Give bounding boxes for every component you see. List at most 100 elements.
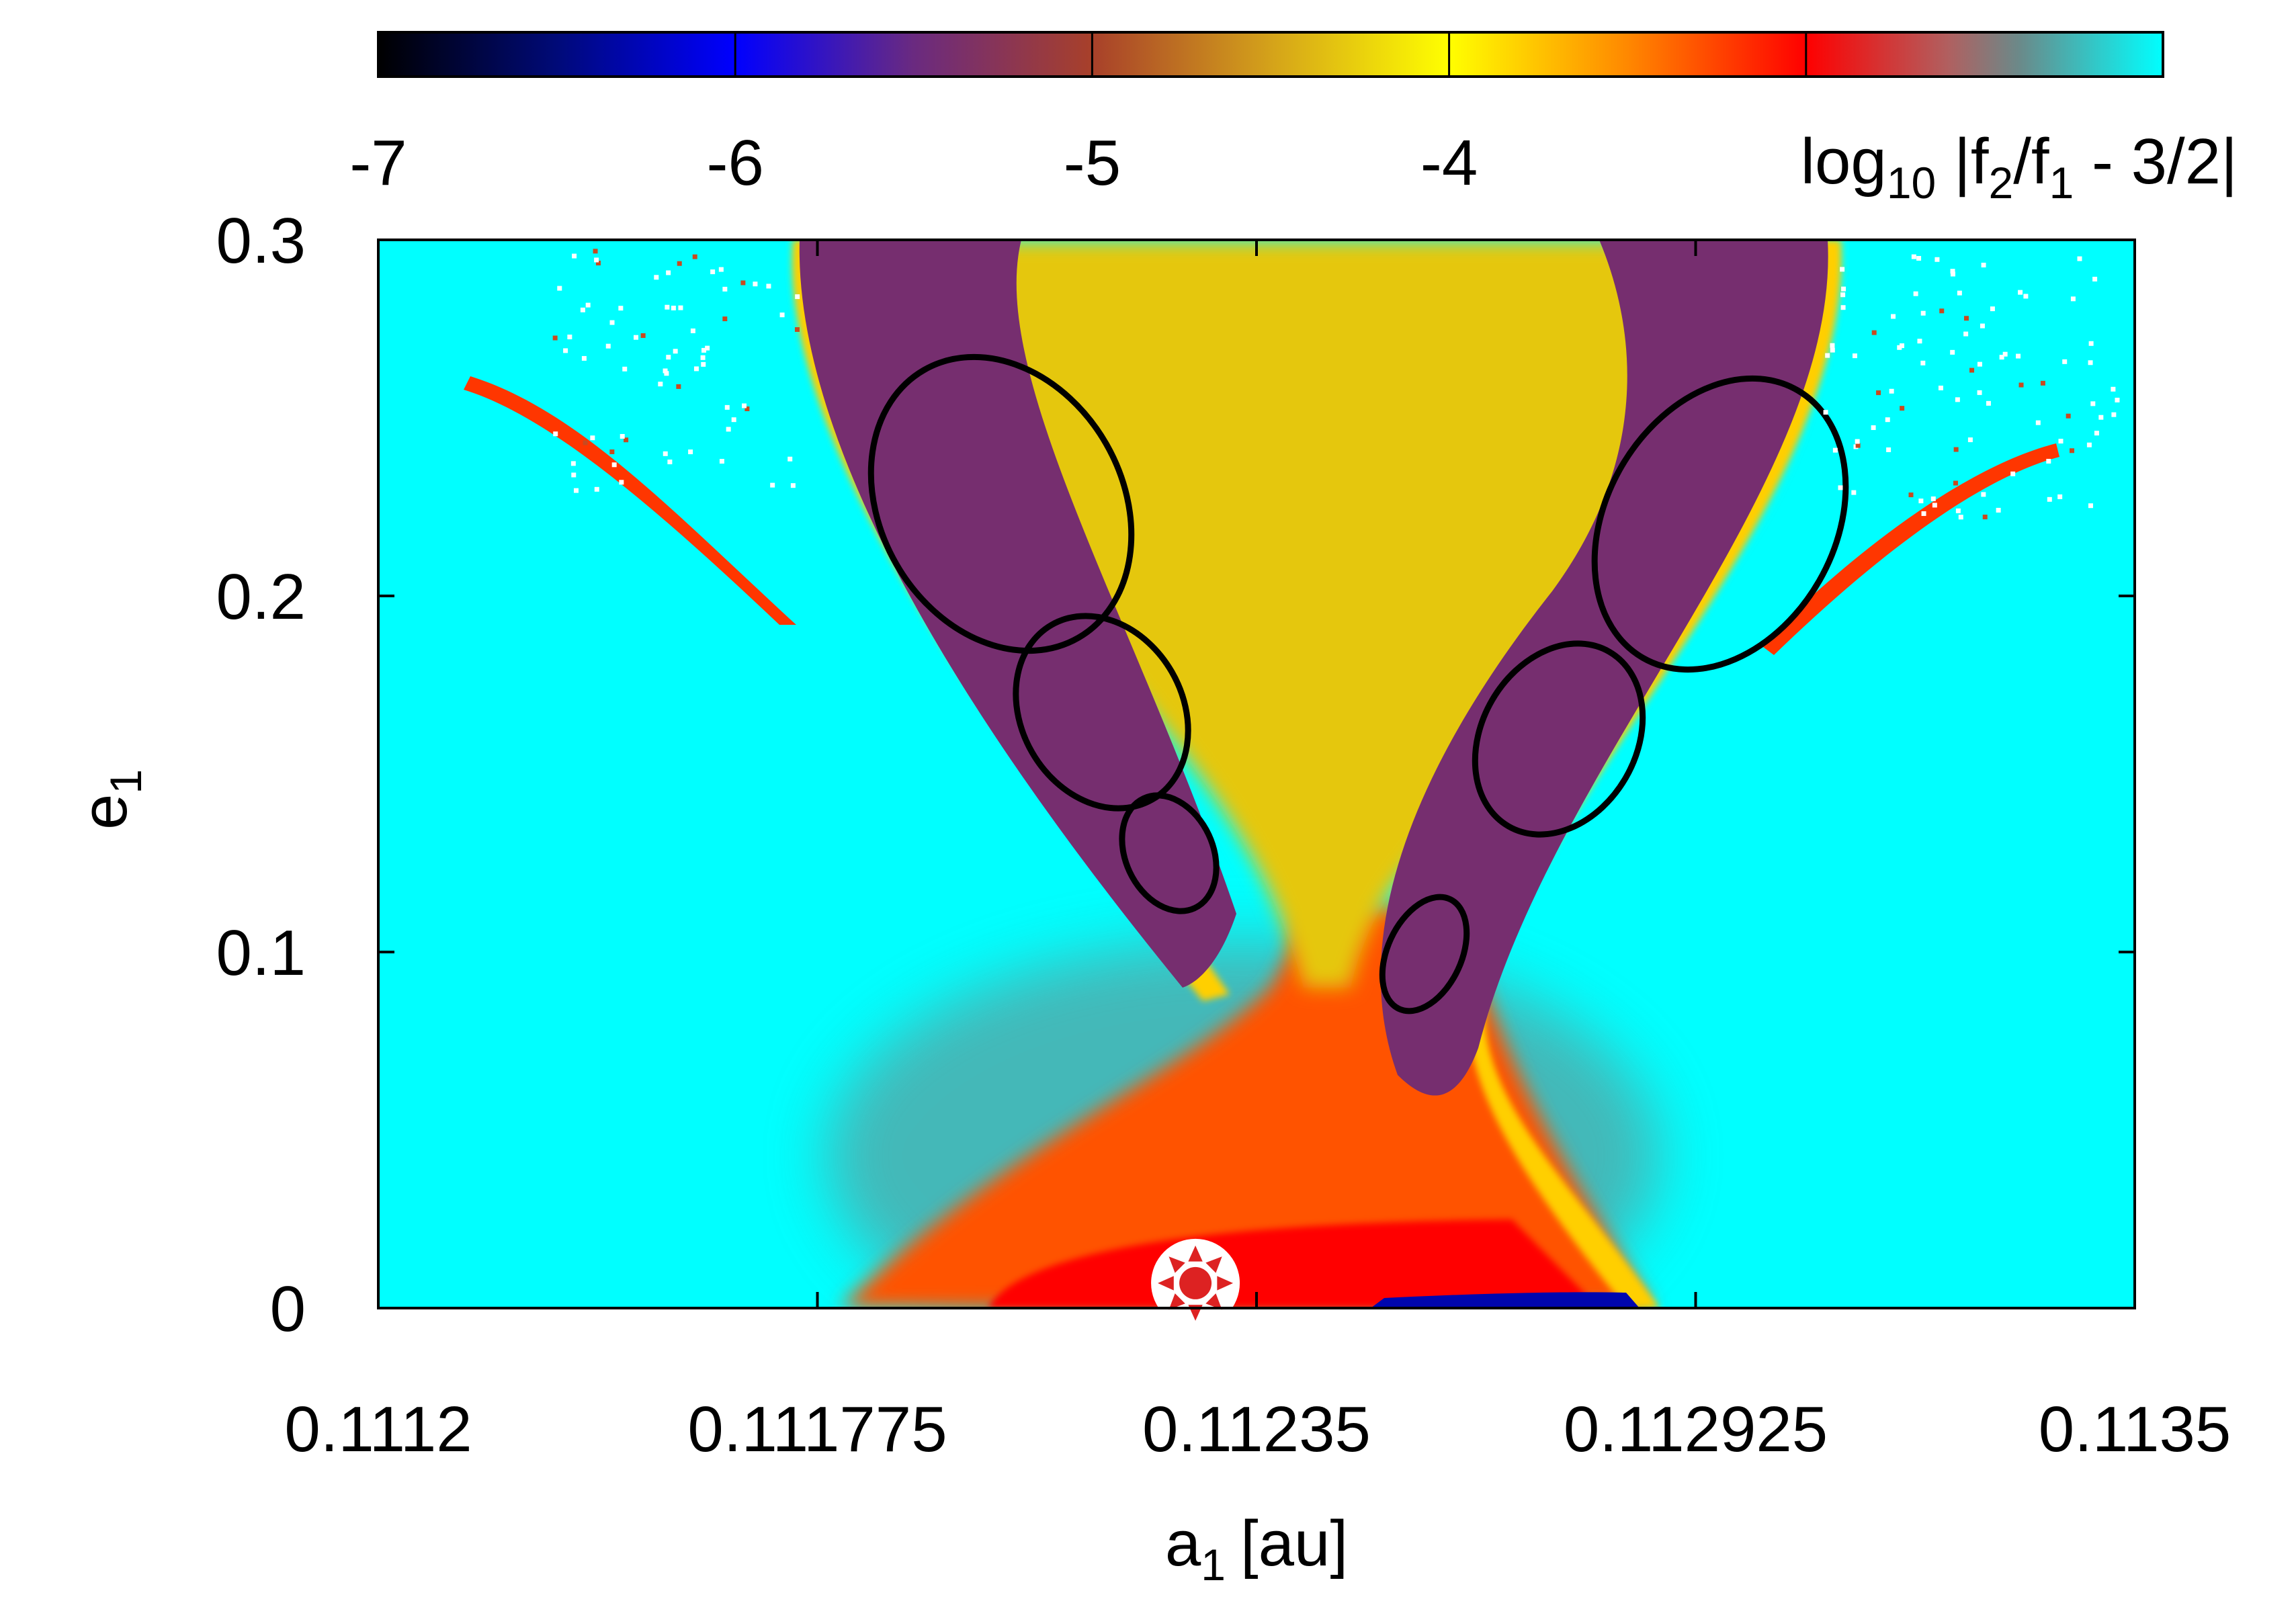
scatter-dot <box>724 404 730 410</box>
scatter-dot <box>2018 382 2024 388</box>
colorbar-label: log10 |f2/f1 - 3/2| <box>1801 126 2238 208</box>
marker-ray <box>1158 1276 1174 1291</box>
scatter-dot <box>2077 256 2082 261</box>
colorbar-tick-label: -4 <box>1420 127 1478 199</box>
scatter-dot <box>2035 420 2041 425</box>
scatter-dot <box>1855 439 1860 444</box>
scatter-dot <box>1932 503 1937 508</box>
scatter-dot <box>1982 514 1988 519</box>
scatter-dot <box>1871 425 1876 431</box>
scatter-dot <box>1930 496 1936 501</box>
scatter-dot <box>1830 347 1835 353</box>
scatter-dot <box>2002 351 2008 357</box>
marker-ray <box>1188 1245 1203 1262</box>
scatter-dot <box>794 327 800 332</box>
scatter-dot <box>557 286 562 291</box>
scatter-dot <box>1996 507 2001 513</box>
scatter-dot <box>1990 306 1995 312</box>
scatter-dot <box>688 449 693 455</box>
scatter-dot <box>701 347 706 353</box>
scatter-dot <box>1825 353 1830 358</box>
y-tick-label: 0.3 <box>216 205 306 277</box>
scatter-dot <box>667 460 673 465</box>
scatter-dot <box>658 382 663 387</box>
scatter-dot <box>1908 492 1914 498</box>
scatter-dot <box>2092 276 2098 282</box>
scatter-dot <box>1913 291 1918 296</box>
scatter-dot <box>1886 447 1891 452</box>
scatter-dot <box>1832 447 1838 453</box>
colorbar-tick-label: -5 <box>1064 127 1121 199</box>
scatter-dot <box>722 286 728 292</box>
scatter-dot <box>1916 256 1922 261</box>
scatter-dot <box>2057 494 2063 499</box>
sun-marker-icon <box>1151 1238 1240 1328</box>
scatter-dot <box>2066 413 2071 419</box>
scatter-dot <box>2010 471 2016 476</box>
scatter-dot <box>580 307 585 312</box>
scatter-dot <box>2086 442 2092 447</box>
colorbar: -7 -6 -5 -4 log10 |f2/f1 - 3/2| <box>349 31 2238 208</box>
scatter-dot <box>766 284 771 289</box>
scatter-dot <box>1841 286 1846 292</box>
scatter-dot <box>745 406 750 412</box>
x-tick-label: 0.1112 <box>284 1393 472 1465</box>
scatter-dot <box>619 480 624 485</box>
scatter-dot <box>2047 496 2052 502</box>
scatter-dot <box>1957 290 1962 296</box>
scatter-dot <box>2088 360 2093 365</box>
scatter-dot <box>1964 316 1969 321</box>
scatter-dot <box>1918 499 1924 504</box>
scatter-dot <box>1958 515 1963 520</box>
bottom-dark-strip <box>1371 1292 1640 1308</box>
scatter-dot <box>779 312 785 318</box>
colorbar-tick-label: -6 <box>707 127 764 199</box>
scatter-dot <box>1823 410 1828 415</box>
scatter-dot <box>666 270 671 275</box>
scatter-dot <box>2016 353 2021 359</box>
y-axis-ticks <box>378 239 2135 1309</box>
x-axis-label: a1 [au] <box>1165 1508 1348 1590</box>
scatter-dot <box>585 302 591 308</box>
scatter-dot <box>1911 254 1916 259</box>
x-axis-tick-labels: 0.1112 0.111775 0.11235 0.112925 0.1135 <box>284 1393 2231 1465</box>
scatter-dot <box>1938 385 1943 390</box>
y-tick-label: 0.2 <box>216 561 306 633</box>
colorbar-frame <box>377 31 2164 78</box>
scatter-dot <box>1963 331 1969 337</box>
scatter-dot <box>676 384 681 389</box>
scatter-dot <box>1840 267 1845 272</box>
scatter-dot <box>693 366 699 372</box>
scatter-dot <box>678 305 683 310</box>
scatter-dot <box>701 361 706 367</box>
separatrix-left-2 <box>1013 613 1191 812</box>
scatter-dot <box>1981 263 1986 268</box>
scatter-dot <box>1950 271 1955 277</box>
scatter-dot <box>1955 397 1960 402</box>
scatter-dot <box>633 335 638 340</box>
separatrix-right-2 <box>1472 640 1646 838</box>
scatter-dot <box>2094 431 2099 436</box>
scatter-dot <box>1852 353 1857 359</box>
scatter-dot <box>1920 310 1926 316</box>
scatter-dot <box>609 449 615 454</box>
scatter-dot <box>553 431 558 437</box>
scatter-dot <box>622 366 628 372</box>
scatter-dot <box>583 440 588 445</box>
scatter-dot <box>573 488 579 493</box>
heatmap <box>378 240 2135 1308</box>
left-resonance-lobe <box>799 240 1236 988</box>
marker-ray <box>1205 1293 1222 1310</box>
scatter-dot <box>663 368 668 374</box>
scatter-dot <box>595 261 601 266</box>
scatter-dot <box>552 335 558 341</box>
scatter-dot <box>742 403 747 408</box>
scatter-dot <box>572 253 577 259</box>
colorbar-tick-labels: -7 -6 -5 -4 <box>349 127 1478 199</box>
scatter-dot <box>594 486 599 492</box>
scatter-dot <box>1830 343 1835 348</box>
scatter-dot <box>609 320 615 325</box>
scatter-dot <box>1921 511 1926 516</box>
scatter-dot <box>611 462 617 468</box>
scatter-dot <box>1955 508 1961 513</box>
